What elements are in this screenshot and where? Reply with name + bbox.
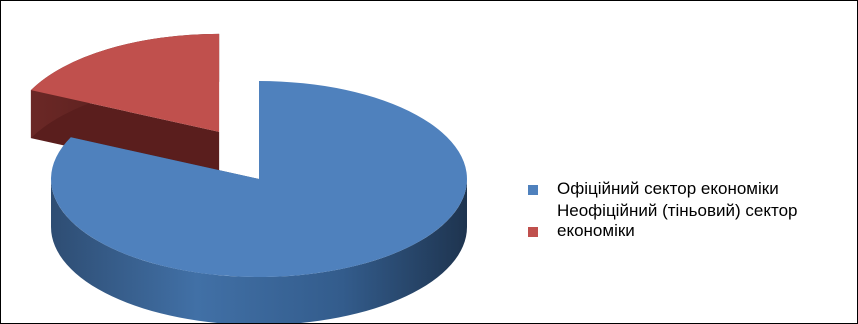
legend-swatch-official — [528, 185, 538, 195]
legend-label-official: Офіційний сектор економіки — [557, 179, 779, 198]
pie-slice-official-top — [50, 81, 467, 278]
pie-slice-shadow-top — [30, 33, 220, 132]
legend: Офіційний сектор економіки Неофіційний (… — [523, 179, 843, 243]
legend-label-shadow: Неофіційний (тіньовий) сектор економіки — [557, 201, 798, 240]
pie-slice-official-side-0 — [51, 179, 467, 323]
pie-slice-shadow-wall-0 — [30, 90, 220, 180]
legend-item-shadow: Неофіційний (тіньовий) сектор економіки — [523, 201, 843, 241]
pie-slice-official — [50, 81, 467, 323]
legend-swatch-shadow — [528, 227, 538, 237]
pie-slice-shadow — [30, 33, 220, 180]
legend-item-official: Офіційний сектор економіки — [523, 179, 843, 199]
